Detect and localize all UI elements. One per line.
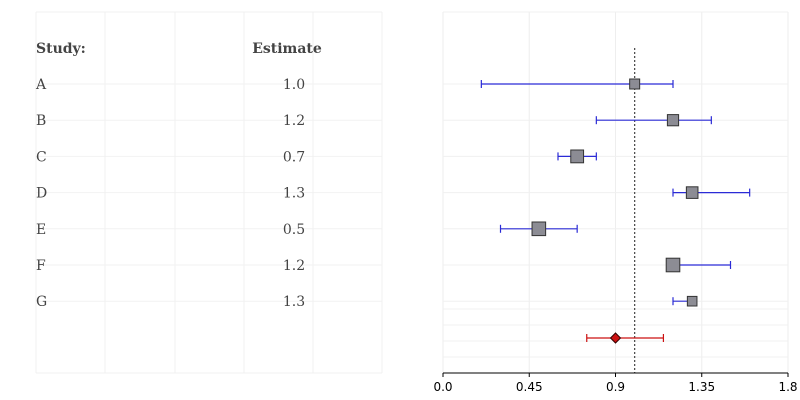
estimate-value: 1.3 [283, 294, 305, 310]
study-label: E [36, 222, 46, 238]
study-label: G [36, 294, 47, 310]
table-gridlines [35, 11, 383, 374]
x-axis: 0.0 0.45 0.9 1.35 1.8 [433, 372, 798, 394]
x-tick-label: 0.9 [606, 380, 625, 394]
estimate-value: 0.5 [283, 222, 305, 238]
study-label: C [36, 149, 47, 165]
x-tick-label: 0.0 [433, 380, 452, 394]
table-rows: A 1.0 B 1.2 C 0.7 D 1.3 E 0.5 F 1.2 G 1.3 [35, 77, 305, 310]
estimate-box [685, 186, 699, 199]
estimate-value: 0.7 [283, 149, 305, 165]
estimate-value: 1.2 [283, 258, 305, 274]
estimate-box [686, 295, 698, 307]
study-table: Study: Estimate A 1.0 B 1.2 C 0.7 D 1.3 E 0.5 F 1.2… [0, 0, 390, 400]
x-tick-label: 0.45 [516, 380, 543, 394]
estimate-value: 1.2 [283, 113, 305, 129]
estimate-box [531, 221, 547, 237]
estimate-box [629, 78, 641, 90]
estimate-value: 1.0 [283, 77, 305, 93]
estimate-box [665, 257, 681, 273]
forest-plot-svg: 0.0 0.45 0.9 1.35 1.8 [433, 11, 798, 394]
plot-gridlines [442, 11, 789, 373]
summary-diamond [609, 332, 622, 344]
study-label: D [36, 186, 47, 202]
plot-marks [480, 48, 751, 373]
x-tick-label: 1.8 [778, 380, 797, 394]
study-label: A [35, 77, 47, 93]
study-label: F [36, 258, 46, 274]
estimate-box [570, 149, 585, 164]
estimate-value: 1.3 [283, 186, 305, 202]
study-label: B [36, 113, 46, 129]
estimate-column-header: Estimate [252, 41, 322, 57]
study-table-svg: Study: Estimate A 1.0 B 1.2 C 0.7 D 1.3 E 0.5 F 1.2… [35, 11, 383, 374]
x-tick-label: 1.35 [688, 380, 715, 394]
forest-plot: 0.0 0.45 0.9 1.35 1.8 [390, 0, 800, 400]
estimate-box [666, 114, 680, 127]
study-column-header: Study: [36, 41, 86, 57]
